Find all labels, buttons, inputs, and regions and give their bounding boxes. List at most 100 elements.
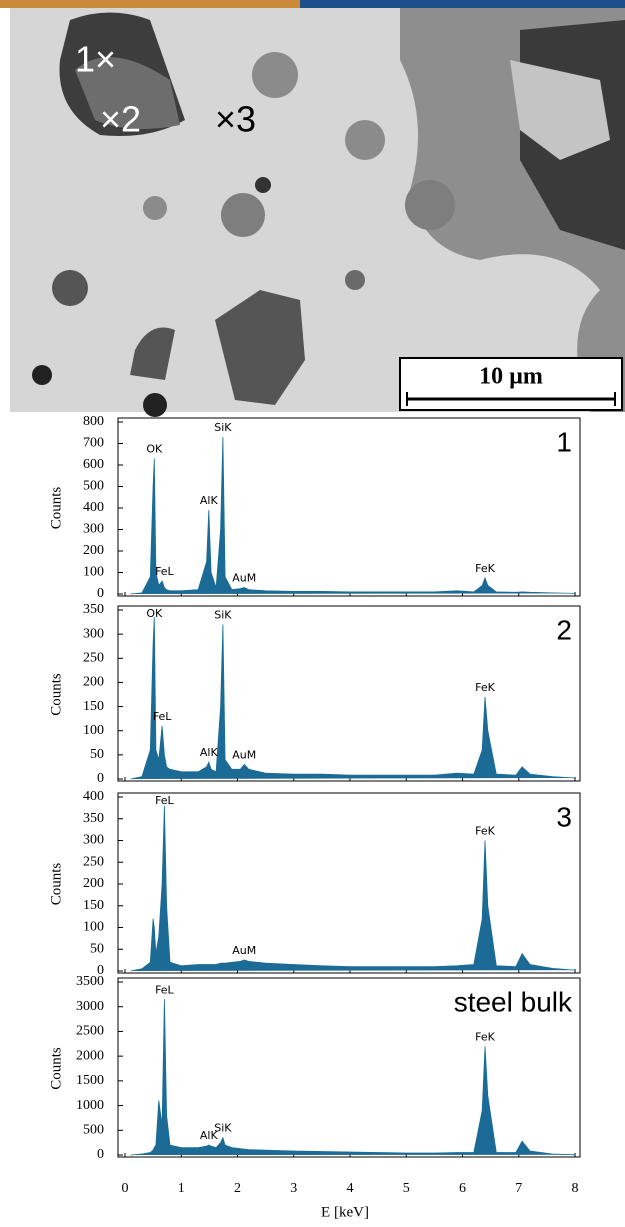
peak-label: FeL bbox=[153, 710, 172, 723]
scale-bar-label: 10 µm bbox=[479, 364, 543, 390]
y-tick-label: 350 bbox=[83, 811, 104, 826]
y-tick-label: 200 bbox=[83, 876, 104, 891]
peak-label: FeL bbox=[155, 565, 174, 578]
peak-label: AlK bbox=[200, 1129, 219, 1142]
particle bbox=[52, 270, 88, 306]
y-tick-label: 50 bbox=[90, 941, 104, 956]
inclusion bbox=[510, 60, 610, 160]
x-tick-label: 6 bbox=[459, 1181, 466, 1196]
y-tick-label: 0 bbox=[97, 1147, 104, 1162]
x-tick-label: 0 bbox=[122, 1181, 129, 1196]
spectrum bbox=[130, 437, 576, 595]
y-axis-label: Counts bbox=[48, 487, 64, 530]
y-tick-label: 0 bbox=[97, 586, 104, 601]
x-tick-label: 4 bbox=[347, 1181, 354, 1196]
marker-label: 1× bbox=[75, 39, 116, 80]
y-tick-label: 700 bbox=[83, 436, 104, 451]
plot-frame bbox=[117, 977, 581, 1158]
y-tick-label: 200 bbox=[83, 543, 104, 558]
y-tick-label: 1500 bbox=[76, 1073, 104, 1088]
y-tick-label: 100 bbox=[83, 723, 104, 738]
peak-label: AuM bbox=[232, 572, 256, 585]
scale-bar-box bbox=[399, 357, 623, 411]
y-tick-label: 2000 bbox=[76, 1048, 104, 1063]
peak-label: FeK bbox=[475, 562, 495, 575]
particle bbox=[32, 365, 52, 385]
peak-label: SiK bbox=[214, 1122, 232, 1135]
peak-label: SiK bbox=[214, 421, 232, 434]
peak-label: SiK bbox=[214, 608, 232, 621]
inclusion bbox=[75, 57, 180, 130]
peak-label: AuM bbox=[232, 944, 256, 957]
marker-label: ×3 bbox=[215, 99, 256, 140]
y-tick-label: 100 bbox=[83, 565, 104, 580]
y-axis-label: Counts bbox=[48, 863, 64, 906]
peak-label: FeK bbox=[475, 825, 495, 838]
x-tick-label: 3 bbox=[290, 1181, 297, 1196]
particle bbox=[255, 177, 271, 193]
x-tick-label: 5 bbox=[403, 1181, 410, 1196]
panel-label: 1 bbox=[556, 426, 572, 457]
panel-label: 3 bbox=[556, 801, 572, 832]
x-tick-label: 8 bbox=[572, 1181, 579, 1196]
x-axis-label: E [keV] bbox=[321, 1204, 369, 1220]
y-tick-label: 400 bbox=[83, 789, 104, 804]
y-tick-label: 150 bbox=[83, 898, 104, 913]
y-tick-label: 250 bbox=[83, 651, 104, 666]
top-strip bbox=[300, 0, 625, 8]
particle bbox=[252, 52, 298, 98]
peak-label: FeL bbox=[155, 794, 174, 807]
y-tick-label: 250 bbox=[83, 854, 104, 869]
y-tick-label: 1000 bbox=[76, 1098, 104, 1113]
y-tick-label: 400 bbox=[83, 500, 104, 515]
peak-label: OK bbox=[146, 443, 163, 456]
peak-label: FeK bbox=[475, 681, 495, 694]
spectrum bbox=[130, 999, 576, 1156]
y-tick-label: 800 bbox=[83, 414, 104, 429]
peak-label: AuM bbox=[232, 749, 256, 762]
panel-label: steel bulk bbox=[454, 986, 573, 1017]
particle bbox=[143, 196, 167, 220]
y-tick-label: 300 bbox=[83, 522, 104, 537]
y-tick-label: 600 bbox=[83, 457, 104, 472]
panel-label: 2 bbox=[556, 614, 572, 645]
x-tick-label: 1 bbox=[178, 1181, 185, 1196]
y-tick-label: 3500 bbox=[76, 974, 104, 989]
peak-label: FeK bbox=[475, 1030, 495, 1043]
y-tick-label: 0 bbox=[97, 963, 104, 978]
peak-label: AlK bbox=[200, 746, 219, 759]
plot-frame bbox=[117, 792, 581, 974]
sem-image: 10 µm 1× ×2 ×3 bbox=[0, 0, 625, 417]
y-tick-label: 50 bbox=[90, 747, 104, 762]
plot-frame bbox=[117, 605, 581, 782]
particle bbox=[221, 193, 265, 237]
y-tick-label: 150 bbox=[83, 699, 104, 714]
x-tick-label: 7 bbox=[515, 1181, 522, 1196]
y-tick-label: 3000 bbox=[76, 999, 104, 1014]
particle bbox=[405, 180, 455, 230]
spectrum bbox=[130, 805, 576, 972]
peak-label: OK bbox=[146, 607, 163, 620]
pore bbox=[215, 290, 305, 405]
y-tick-label: 300 bbox=[83, 626, 104, 641]
y-tick-label: 200 bbox=[83, 675, 104, 690]
peak-label: AlK bbox=[200, 494, 219, 507]
marker-label: ×2 bbox=[100, 99, 141, 140]
x-tick-label: 2 bbox=[234, 1181, 241, 1196]
y-axis-label: Counts bbox=[48, 673, 64, 716]
y-tick-label: 300 bbox=[83, 833, 104, 848]
y-tick-label: 100 bbox=[83, 920, 104, 935]
y-tick-label: 350 bbox=[83, 602, 104, 617]
plot-frame bbox=[117, 417, 581, 597]
peak-label: FeL bbox=[155, 983, 174, 996]
particle bbox=[345, 120, 385, 160]
y-axis-label: Counts bbox=[48, 1047, 64, 1090]
pore bbox=[130, 327, 175, 380]
particle bbox=[143, 393, 167, 417]
y-tick-label: 2500 bbox=[76, 1024, 104, 1039]
y-tick-label: 500 bbox=[83, 479, 104, 494]
y-tick-label: 0 bbox=[97, 771, 104, 786]
y-tick-label: 500 bbox=[83, 1123, 104, 1138]
